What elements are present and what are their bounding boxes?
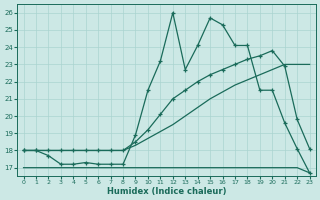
X-axis label: Humidex (Indice chaleur): Humidex (Indice chaleur) bbox=[107, 187, 226, 196]
